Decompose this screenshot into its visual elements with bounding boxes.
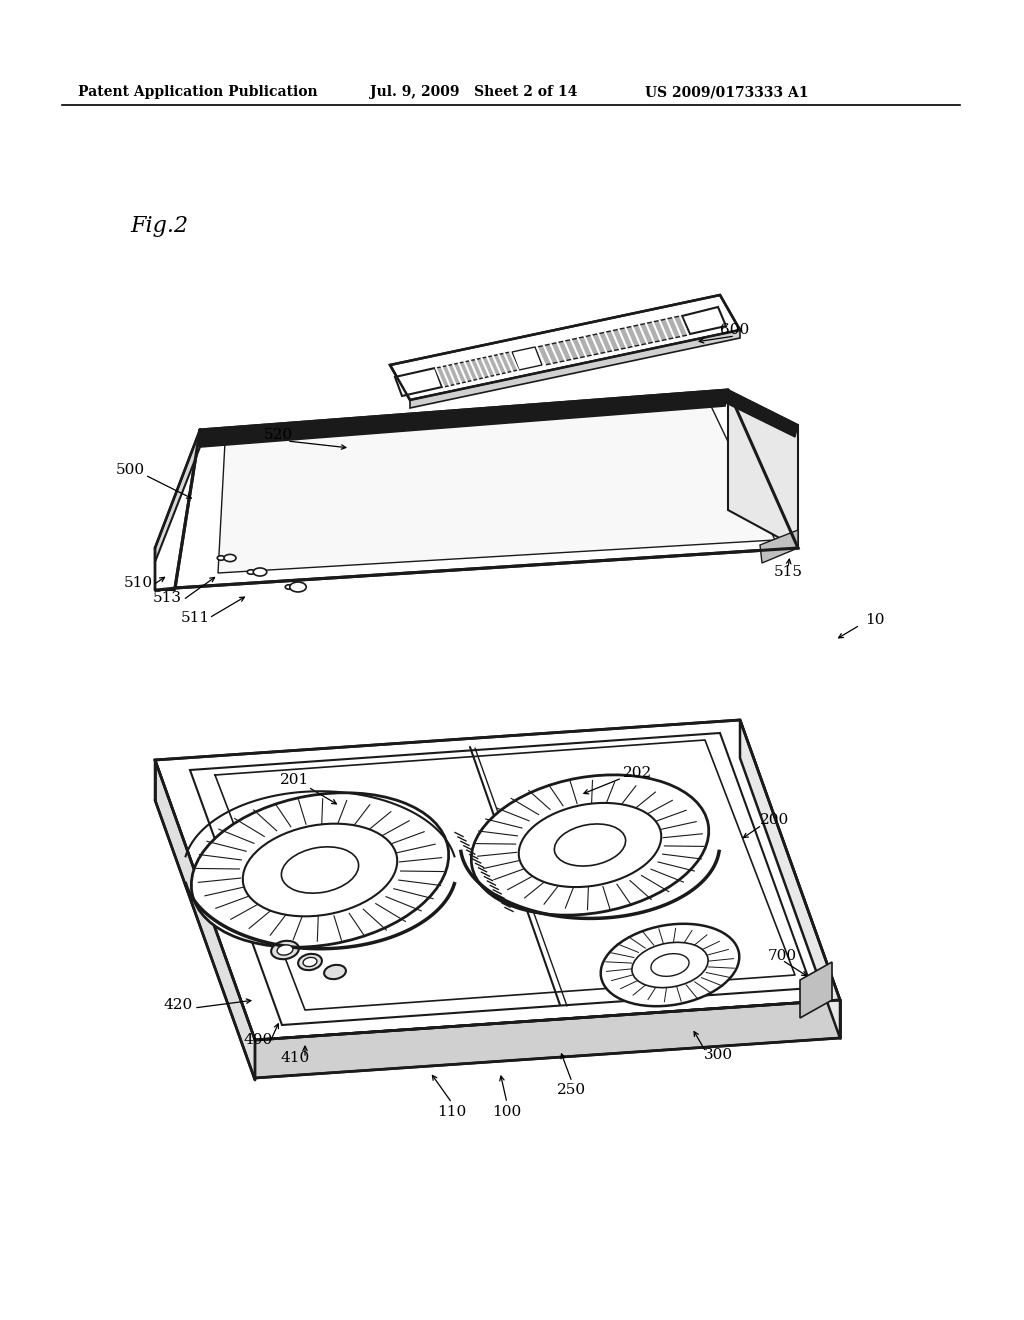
Text: 510: 510 [124,576,153,590]
Text: 515: 515 [773,565,803,579]
Text: Jul. 9, 2009   Sheet 2 of 14: Jul. 9, 2009 Sheet 2 of 14 [370,84,578,99]
Text: 250: 250 [557,1082,587,1097]
Polygon shape [190,733,812,1026]
Polygon shape [682,308,726,334]
Ellipse shape [471,775,709,915]
Polygon shape [155,719,840,1040]
Polygon shape [436,352,518,387]
Text: 110: 110 [437,1105,467,1119]
Polygon shape [175,389,798,587]
Text: 400: 400 [244,1034,272,1047]
Ellipse shape [278,945,293,956]
Polygon shape [728,389,798,548]
Ellipse shape [651,953,689,977]
Polygon shape [390,294,740,400]
Ellipse shape [224,554,236,561]
Polygon shape [760,531,798,564]
Polygon shape [726,389,798,437]
Polygon shape [200,389,728,447]
Text: 100: 100 [493,1105,521,1119]
Text: 420: 420 [164,998,193,1012]
Text: 511: 511 [180,611,210,624]
Ellipse shape [217,556,224,560]
Polygon shape [537,315,688,366]
Polygon shape [512,347,542,370]
Polygon shape [410,330,740,408]
Ellipse shape [243,824,397,916]
Text: 200: 200 [761,813,790,828]
Text: 520: 520 [263,428,293,442]
Text: 300: 300 [703,1048,732,1063]
Ellipse shape [632,942,709,987]
Ellipse shape [191,793,449,948]
Ellipse shape [282,847,358,894]
Text: Patent Application Publication: Patent Application Publication [78,84,317,99]
Text: 700: 700 [767,949,797,964]
Text: 202: 202 [624,766,652,780]
Polygon shape [218,404,775,573]
Ellipse shape [271,941,299,960]
Ellipse shape [290,582,306,591]
Polygon shape [395,368,442,396]
Ellipse shape [298,954,322,970]
Text: US 2009/0173333 A1: US 2009/0173333 A1 [645,84,809,99]
Polygon shape [255,1001,840,1078]
Ellipse shape [253,568,266,576]
Text: 410: 410 [281,1051,309,1065]
Ellipse shape [601,924,739,1006]
Ellipse shape [519,803,662,887]
Text: 201: 201 [281,774,309,787]
Ellipse shape [554,824,626,866]
Text: 600: 600 [720,323,750,337]
Text: Fig.2: Fig.2 [130,215,188,238]
Ellipse shape [286,585,293,589]
Polygon shape [155,430,200,562]
Ellipse shape [325,965,346,979]
Polygon shape [740,719,840,1038]
Text: 500: 500 [116,463,144,477]
Text: 513: 513 [153,591,181,605]
Text: 10: 10 [865,612,885,627]
Ellipse shape [303,957,317,966]
Polygon shape [800,962,831,1018]
Polygon shape [155,760,255,1080]
Ellipse shape [247,570,255,574]
